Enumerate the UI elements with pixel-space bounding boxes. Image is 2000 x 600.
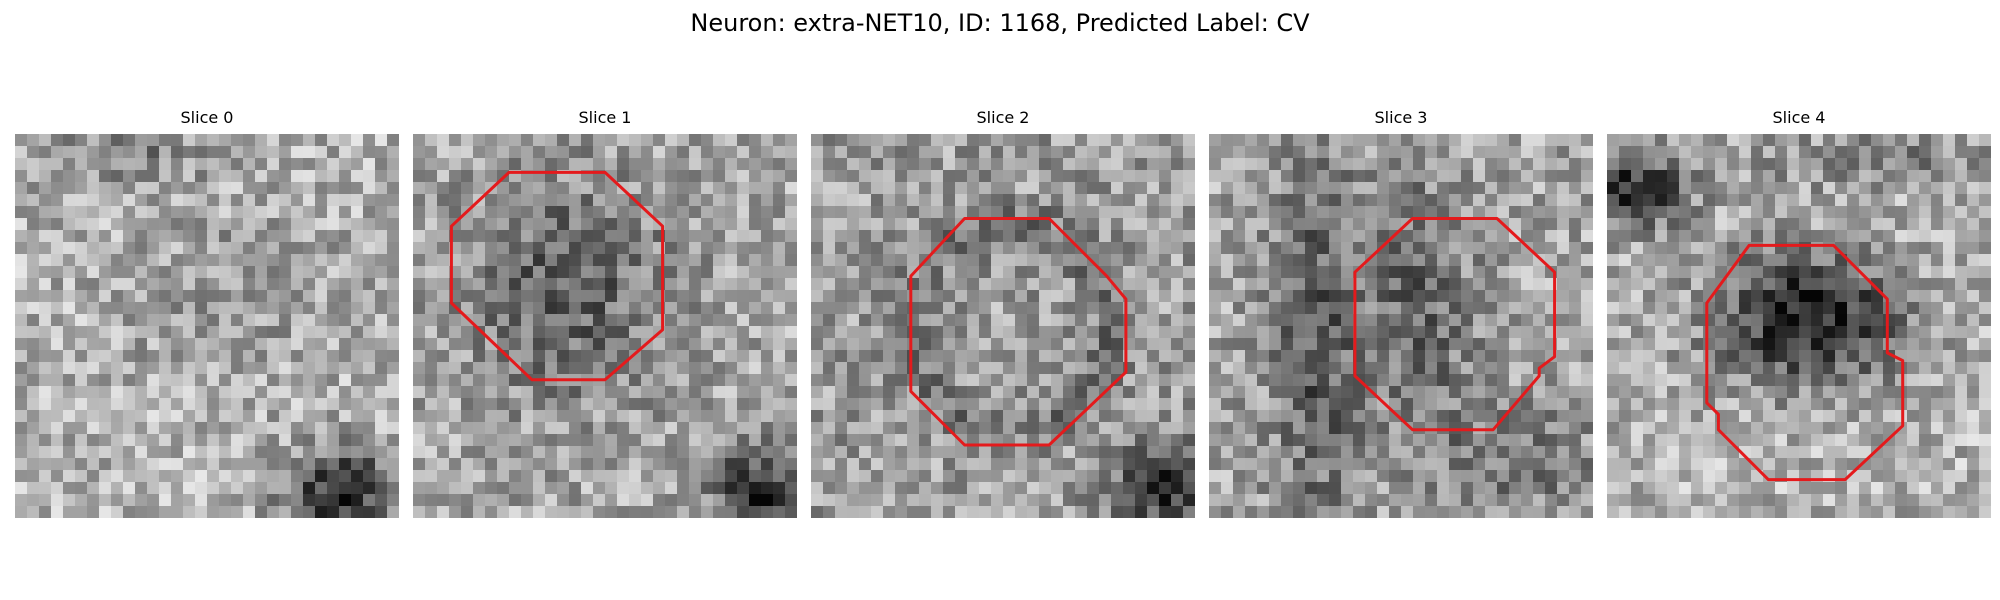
- slice-title: Slice 3: [1374, 108, 1428, 127]
- slice-title: Slice 0: [180, 108, 234, 127]
- slice-title: Slice 4: [1772, 108, 1826, 127]
- slice-title: Slice 1: [578, 108, 632, 127]
- slice-image: [1209, 134, 1593, 518]
- slice-image: [811, 134, 1195, 518]
- slice-image: [413, 134, 797, 518]
- neuron-contour: [449, 170, 665, 382]
- slice-title: Slice 2: [976, 108, 1030, 127]
- neuron-contour: [909, 217, 1128, 447]
- figure-title: Neuron: extra-NET10, ID: 1168, Predicted…: [690, 9, 1310, 37]
- slice-image: [1607, 134, 1991, 518]
- neuron-contour: [1353, 217, 1557, 432]
- slice-image: [15, 134, 399, 518]
- neuron-contour: [1705, 243, 1905, 482]
